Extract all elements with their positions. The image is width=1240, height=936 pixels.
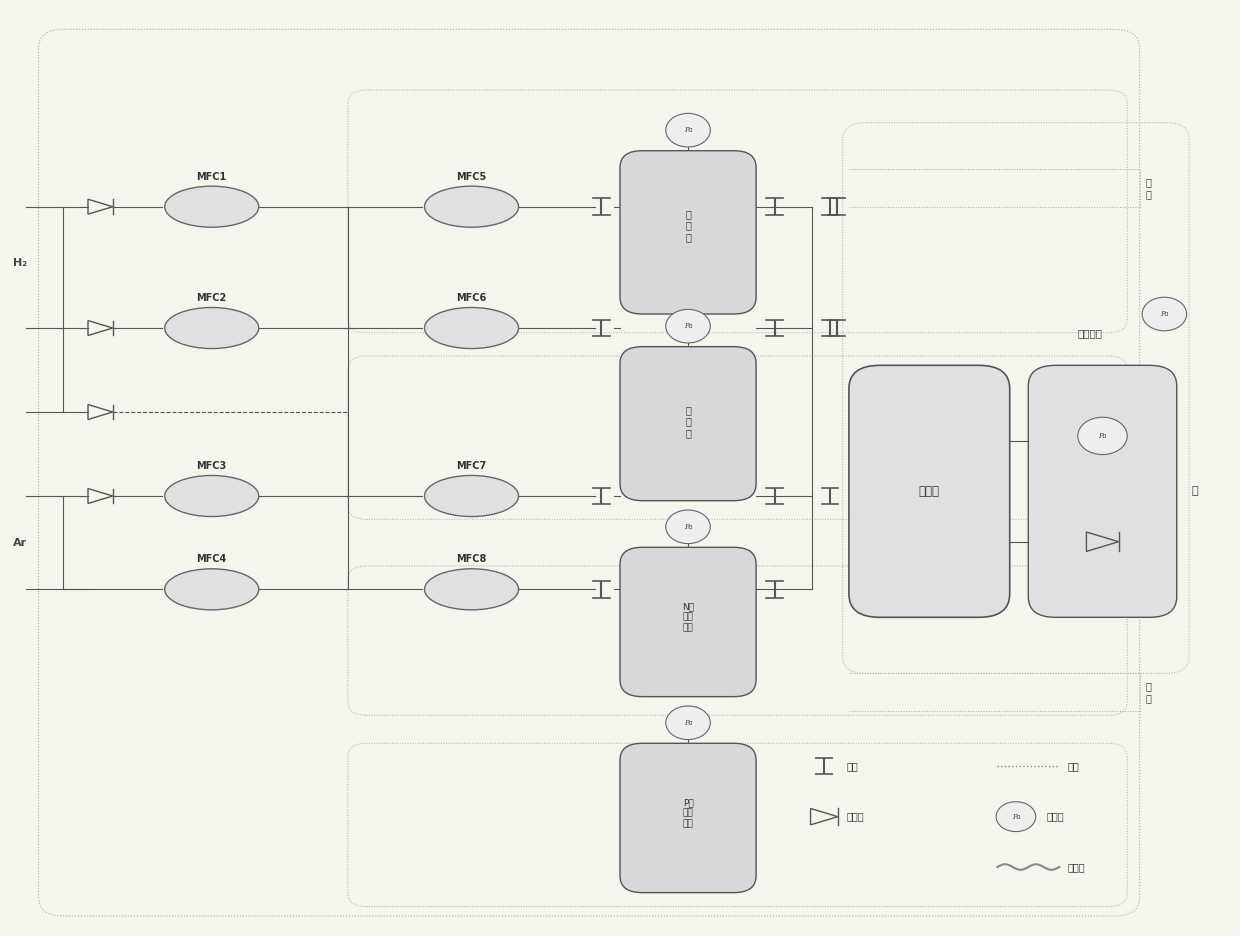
FancyBboxPatch shape — [620, 548, 756, 696]
Text: Pa: Pa — [683, 719, 692, 726]
Text: Pa: Pa — [683, 523, 692, 531]
Ellipse shape — [165, 186, 259, 227]
Text: MFC2: MFC2 — [197, 293, 227, 303]
Text: 真空计: 真空计 — [1047, 812, 1064, 822]
Text: 碳
源
瓶: 碳 源 瓶 — [686, 209, 691, 242]
Text: MFC1: MFC1 — [197, 171, 227, 182]
Circle shape — [666, 706, 711, 739]
Text: 硬
源
板: 硬 源 板 — [686, 404, 691, 438]
Text: 真空系统: 真空系统 — [1078, 328, 1102, 338]
Text: 管线: 管线 — [1068, 761, 1080, 771]
Ellipse shape — [165, 475, 259, 517]
Ellipse shape — [424, 308, 518, 348]
Text: 泉: 泉 — [1192, 487, 1198, 496]
Text: 单向阀: 单向阀 — [847, 812, 864, 822]
Circle shape — [1142, 298, 1187, 330]
Text: MFC7: MFC7 — [456, 461, 486, 471]
FancyBboxPatch shape — [1028, 365, 1177, 618]
Text: P型
杂质
源瓶: P型 杂质 源瓶 — [683, 798, 693, 828]
Ellipse shape — [424, 475, 518, 517]
Circle shape — [666, 310, 711, 343]
FancyBboxPatch shape — [620, 743, 756, 893]
Ellipse shape — [424, 569, 518, 610]
Text: Pa: Pa — [1012, 812, 1021, 821]
Text: 阀门: 阀门 — [847, 761, 858, 771]
Text: MFC8: MFC8 — [456, 554, 487, 564]
Text: 生长室: 生长室 — [919, 485, 940, 498]
Text: MFC3: MFC3 — [197, 461, 227, 471]
Text: 旁
路: 旁 路 — [1146, 681, 1152, 703]
Text: Pa: Pa — [683, 322, 692, 330]
Circle shape — [666, 510, 711, 544]
Circle shape — [666, 113, 711, 147]
Text: Pa: Pa — [683, 126, 692, 134]
FancyBboxPatch shape — [620, 151, 756, 314]
Circle shape — [996, 802, 1035, 831]
FancyBboxPatch shape — [620, 346, 756, 501]
Text: Pa: Pa — [1161, 310, 1168, 318]
FancyBboxPatch shape — [849, 365, 1009, 618]
Text: 旁
路: 旁 路 — [1146, 177, 1152, 198]
Text: MFC6: MFC6 — [456, 293, 486, 303]
Text: 恒温器: 恒温器 — [1068, 862, 1085, 872]
Text: Pa: Pa — [1099, 431, 1107, 440]
Ellipse shape — [165, 569, 259, 610]
Text: N型
杂质
源瓶: N型 杂质 源瓶 — [682, 603, 694, 632]
Text: MFC4: MFC4 — [197, 554, 227, 564]
Text: Ar: Ar — [12, 537, 27, 548]
Text: H₂: H₂ — [12, 257, 27, 268]
Ellipse shape — [165, 308, 259, 348]
Ellipse shape — [424, 186, 518, 227]
Circle shape — [1078, 417, 1127, 455]
Text: MFC5: MFC5 — [456, 171, 486, 182]
